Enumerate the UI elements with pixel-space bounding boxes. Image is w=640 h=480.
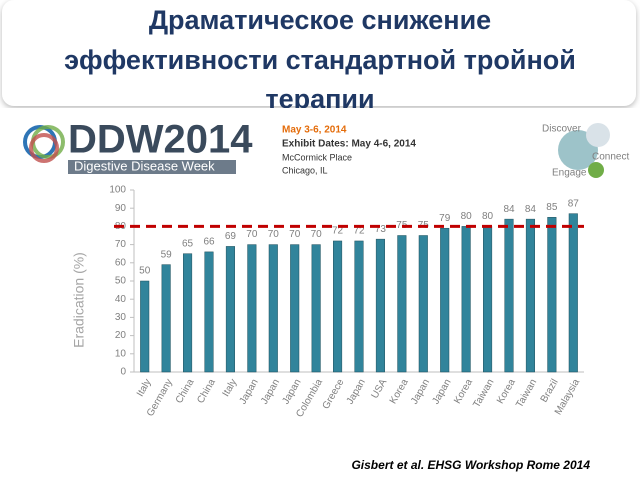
logo: DDW2014	[68, 118, 253, 162]
bar	[140, 280, 150, 373]
value-label: 65	[182, 238, 194, 249]
x-tick-label: Korea	[452, 377, 475, 406]
y-tick-label: 100	[109, 185, 126, 196]
place: McCormick Place	[282, 152, 352, 162]
dates: May 3-6, 2014	[282, 125, 347, 136]
title-box	[2, 0, 636, 106]
x-tick-label: Greece	[321, 377, 347, 411]
title-line: Драматическое снижение	[149, 5, 491, 35]
citation: Gisbert et al. EHSG Workshop Rome 2014	[351, 458, 590, 472]
bar	[161, 264, 171, 373]
slogan: Discover	[542, 124, 582, 135]
bar	[225, 246, 235, 373]
logo-ring	[29, 133, 59, 163]
x-tick-label: Japan	[409, 377, 432, 406]
x-tick-label: Japan	[259, 377, 282, 406]
y-tick-label: 60	[115, 257, 127, 268]
bar	[204, 251, 214, 373]
x-tick-label: Japan	[345, 377, 368, 406]
value-label: 70	[246, 229, 258, 240]
slogan: Engage	[552, 168, 587, 179]
title-line: эффективности стандартной тройной	[64, 45, 576, 75]
value-label: 59	[161, 249, 173, 260]
x-tick-label: Japan	[430, 377, 453, 406]
value-label: 79	[439, 213, 451, 224]
y-tick-label: 50	[115, 276, 127, 287]
value-label: 80	[461, 211, 473, 222]
y-tick-label: 30	[115, 312, 127, 323]
x-tick-label: China	[195, 377, 218, 406]
bar	[268, 244, 278, 373]
x-tick-label: Italy	[135, 377, 154, 398]
value-label: 50	[139, 266, 151, 277]
value-label: 72	[332, 226, 344, 237]
bar	[525, 218, 535, 373]
y-tick-label: 90	[115, 203, 127, 214]
bar	[568, 213, 578, 373]
y-axis-label: Eradication (%)	[71, 252, 87, 348]
x-tick-label: USA	[370, 377, 390, 401]
bar	[547, 217, 557, 373]
bar	[311, 244, 321, 373]
value-label: 72	[353, 226, 365, 237]
value-label: 87	[568, 198, 580, 209]
x-tick-label: Italy	[221, 377, 240, 398]
x-tick-label: Japan	[238, 377, 261, 406]
value-label: 73	[375, 224, 387, 235]
bar	[483, 226, 493, 373]
bar	[461, 226, 471, 373]
bar	[375, 238, 385, 373]
bar	[504, 218, 514, 373]
bar	[247, 244, 257, 373]
bar	[418, 235, 428, 373]
value-label: 80	[482, 211, 494, 222]
y-tick-label: 10	[115, 348, 127, 359]
y-tick-label: 20	[115, 330, 127, 341]
value-label: 70	[311, 229, 323, 240]
bar	[440, 227, 450, 373]
y-tick-label: 70	[115, 239, 127, 250]
icon	[588, 162, 604, 178]
bar	[290, 244, 300, 373]
y-tick-label: 0	[120, 367, 126, 378]
value-label: 69	[225, 231, 237, 242]
value-label: 84	[525, 204, 537, 215]
x-tick-label: Taiwan	[514, 377, 539, 409]
x-tick-label: China	[174, 377, 197, 406]
x-tick-label: Brazil	[539, 377, 561, 404]
bar	[397, 235, 407, 373]
icon	[586, 123, 610, 147]
city: Chicago, IL	[282, 165, 328, 175]
banner: DDW2014 Digestive Disease Week May 3-6, …	[0, 108, 640, 186]
logo-subtitle: Digestive Disease Week	[74, 158, 215, 173]
value-label: 84	[503, 204, 515, 215]
x-tick-label: Korea	[495, 377, 518, 406]
bar	[354, 240, 364, 373]
x-tick-label: Korea	[388, 377, 411, 406]
slogan: Connect	[592, 152, 629, 163]
bar	[183, 253, 193, 373]
value-label: 85	[546, 202, 558, 213]
value-label: 66	[203, 237, 215, 248]
value-label: 70	[289, 229, 301, 240]
exhibit: Exhibit Dates: May 4-6, 2014	[282, 139, 416, 150]
x-tick-label: Taiwan	[471, 377, 496, 409]
y-tick-label: 40	[115, 294, 127, 305]
bar	[333, 240, 343, 373]
value-label: 70	[268, 229, 280, 240]
logo-bar	[68, 160, 236, 174]
